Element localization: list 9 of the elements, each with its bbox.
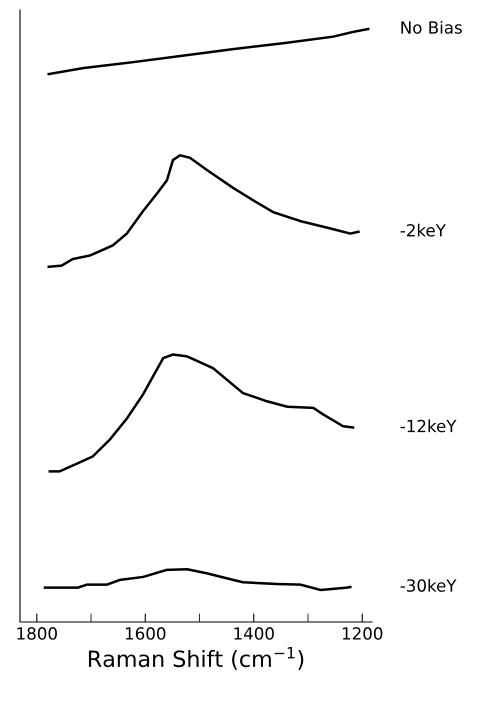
x-tick-label: 1800 — [17, 627, 57, 640]
series-label: No Bias — [401, 20, 462, 34]
x-tick-label: 1600 — [126, 627, 166, 640]
text: -12keY — [400, 419, 457, 432]
x-axis-title: Raman Shift (cm$^{−1}$) — [88, 647, 304, 670]
text: -2keY — [400, 224, 446, 237]
x-tick-label: 1200 — [342, 627, 382, 640]
x-tick-label: 1400 — [234, 627, 274, 640]
text: -30keY — [400, 578, 457, 592]
